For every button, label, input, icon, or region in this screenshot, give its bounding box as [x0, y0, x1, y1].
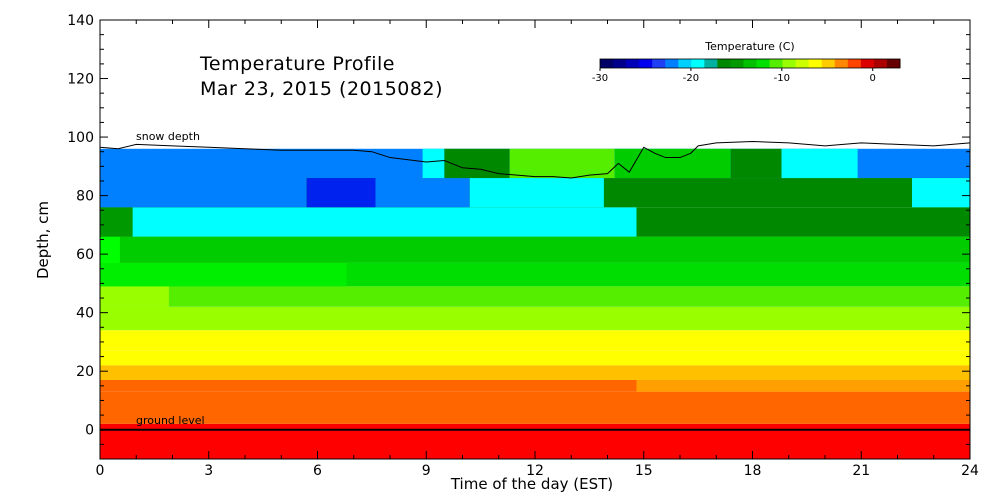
x-tick-label: 18 [744, 463, 762, 479]
heatmap-cell [100, 262, 347, 287]
colorbar-swatch [665, 59, 679, 68]
colorbar-tick-label: -10 [774, 73, 790, 84]
colorbar-swatch [886, 59, 901, 68]
colorbar-swatch [704, 59, 718, 68]
colorbar-swatch [834, 59, 849, 68]
heatmap-layer [100, 236, 970, 263]
colorbar-swatch [652, 59, 666, 68]
heatmap-cell [614, 148, 731, 179]
colorbar-swatch [639, 59, 653, 68]
heatmap-cell [912, 178, 970, 208]
heatmap-cell [132, 207, 637, 237]
colorbar-swatch [600, 59, 614, 68]
colorbar-swatch [626, 59, 640, 68]
colorbar-tick-label: -30 [592, 73, 608, 84]
chart-subtitle: Mar 23, 2015 (2015082) [200, 78, 443, 100]
heatmap-layer [100, 350, 970, 366]
heatmap-cell [730, 148, 782, 179]
heatmap-cell [636, 379, 970, 392]
heatmap-cell [100, 365, 970, 380]
colorbar-swatch [678, 59, 692, 68]
axes: 0 20 40 60 80 100 120 140 0 3 6 9 12 15 18 21 24 [67, 13, 979, 479]
colorbar-frame [599, 58, 901, 69]
x-axis-label: Time of the day (EST) [450, 475, 613, 493]
colorbar-tick-label: 0 [870, 73, 876, 84]
x-tick-label: 6 [313, 463, 322, 479]
snow-depth-line [99, 140, 971, 179]
y-tick-label: 140 [67, 13, 94, 29]
colorbar-swatch [808, 59, 823, 68]
colorbar-swatch [795, 59, 810, 68]
x-tick-label: 0 [96, 463, 105, 479]
colorbar-title: Temperature (C) [704, 40, 794, 53]
colorbar-swatch [756, 59, 771, 68]
y-tick-label: 0 [85, 423, 94, 439]
y-tick-label: 20 [76, 364, 94, 380]
x-tick-label: 15 [635, 463, 653, 479]
heatmap-cell [509, 148, 615, 179]
y-tick-label: 80 [76, 189, 94, 205]
heatmap-cell [100, 207, 133, 237]
heatmap-layer [100, 391, 970, 424]
heatmap-layer [100, 379, 970, 392]
chart-labels: Temperature Profile Mar 23, 2015 (201508… [34, 53, 613, 493]
heatmap-cell [422, 148, 445, 179]
y-axis-label: Depth, cm [34, 201, 52, 279]
colorbar-swatch [743, 59, 758, 68]
x-tick-label: 3 [204, 463, 213, 479]
heatmap-cell [100, 178, 307, 208]
colorbar-swatch [769, 59, 784, 68]
y-tick-label: 120 [67, 72, 94, 88]
y-tick-label: 40 [76, 306, 94, 322]
colorbar: Temperature (C) -30 -20 -10 0 [592, 40, 901, 84]
heatmap-cell [469, 178, 604, 208]
colorbar-swatch [847, 59, 862, 68]
heatmap-layers [100, 148, 970, 459]
colorbar-swatch [691, 59, 705, 68]
heatmap-layer [100, 286, 970, 307]
x-tick-label: 9 [422, 463, 431, 479]
y-tick-label: 100 [67, 130, 94, 146]
x-tick-label: 21 [852, 463, 870, 479]
heatmap-cell [781, 148, 858, 179]
x-tick-label: 12 [526, 463, 544, 479]
heatmap-cell [375, 178, 470, 208]
colorbar-swatch [782, 59, 797, 68]
heatmap-layer [100, 306, 970, 331]
heatmap-cell [100, 236, 120, 263]
heatmap-cell [100, 286, 169, 307]
heatmap-cell [306, 178, 376, 208]
ground-level-annotation: ground level [136, 414, 205, 427]
colorbar-tick-label: -20 [683, 73, 699, 84]
colorbar-swatch [873, 59, 888, 68]
chart-title: Temperature Profile [199, 53, 395, 75]
heatmap-layer [100, 330, 970, 351]
colorbar-swatch [821, 59, 836, 68]
colorbar-swatch [730, 59, 744, 68]
y-tick-label: 60 [76, 247, 94, 263]
x-tick-label: 24 [961, 463, 979, 479]
snow-depth-series [99, 140, 971, 179]
snow-depth-annotation: snow depth [136, 130, 200, 143]
colorbar-swatch [717, 59, 731, 68]
colorbar-swatch [860, 59, 875, 68]
colorbar-swatch [613, 59, 627, 68]
